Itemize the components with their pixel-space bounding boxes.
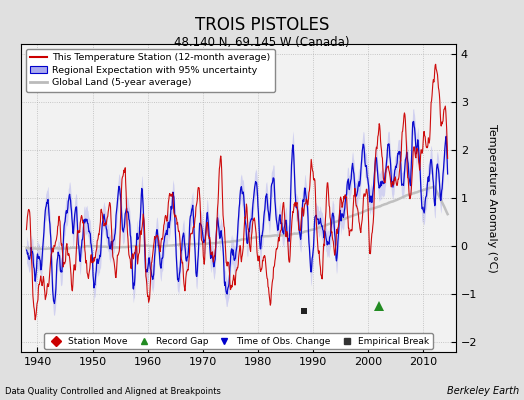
Text: Berkeley Earth: Berkeley Earth <box>446 386 519 396</box>
Text: Data Quality Controlled and Aligned at Breakpoints: Data Quality Controlled and Aligned at B… <box>5 387 221 396</box>
Legend: Station Move, Record Gap, Time of Obs. Change, Empirical Break: Station Move, Record Gap, Time of Obs. C… <box>43 333 433 349</box>
Y-axis label: Temperature Anomaly (°C): Temperature Anomaly (°C) <box>487 124 497 272</box>
Text: 48.140 N, 69.145 W (Canada): 48.140 N, 69.145 W (Canada) <box>174 36 350 49</box>
Text: TROIS PISTOLES: TROIS PISTOLES <box>195 16 329 34</box>
